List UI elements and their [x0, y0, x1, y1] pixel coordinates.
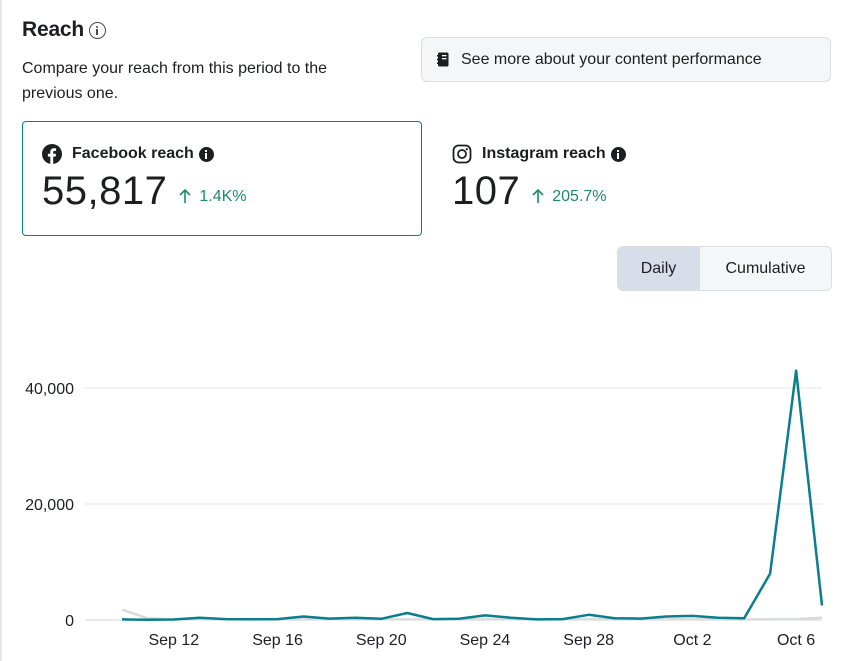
content-performance-label: See more about your content performance: [461, 50, 762, 68]
cumulative-toggle-button[interactable]: Cumulative: [700, 247, 831, 290]
instagram-reach-values: 107 205.7%: [452, 169, 607, 214]
facebook-reach-header: Facebook reach: [42, 144, 214, 164]
daily-toggle-button[interactable]: Daily: [618, 247, 700, 290]
facebook-reach-values: 55,817 1.4K%: [42, 169, 246, 214]
instagram-reach-card[interactable]: Instagram reach 107 205.7%: [432, 121, 832, 236]
instagram-reach-value: 107: [452, 169, 521, 213]
y-tick-label: 40,000: [25, 381, 74, 398]
instagram-icon: [452, 144, 472, 164]
facebook-reach-card[interactable]: Facebook reach 55,817 1.4K%: [22, 121, 422, 236]
x-tick-label: Oct 6: [777, 632, 815, 649]
section-subtitle: Compare your reach from this period to t…: [22, 60, 328, 102]
info-icon[interactable]: [610, 146, 626, 162]
x-tick-label: Sep 20: [356, 632, 407, 649]
chart-mode-toggle: Daily Cumulative: [617, 246, 832, 291]
content-performance-button[interactable]: See more about your content performance: [421, 37, 831, 82]
instagram-reach-header: Instagram reach: [452, 144, 626, 164]
instagram-reach-change-value: 205.7%: [552, 187, 607, 205]
x-tick-label: Sep 24: [460, 632, 511, 649]
series-line-current: [121, 369, 824, 621]
facebook-reach-value: 55,817: [42, 169, 168, 213]
facebook-reach-label: Facebook reach: [72, 145, 194, 162]
arrow-up-icon: [179, 189, 191, 203]
instagram-reach-change: 205.7%: [532, 187, 607, 206]
y-tick-label: 0: [65, 613, 74, 630]
info-icon[interactable]: [89, 21, 107, 39]
x-tick-label: Sep 16: [252, 632, 303, 649]
chart-series: [121, 369, 824, 621]
facebook-reach-change-value: 1.4K%: [199, 187, 247, 205]
x-axis-labels: Sep 12 Sep 16 Sep 20 Sep 24 Sep 28 Oct 2 Oct 6: [148, 632, 815, 649]
facebook-reach-change: 1.4K%: [179, 188, 246, 206]
chart-gridlines: [85, 387, 822, 621]
x-tick-label: Oct 2: [673, 632, 711, 649]
arrow-up-icon: [532, 189, 544, 203]
x-tick-label: Sep 28: [563, 632, 614, 649]
instagram-reach-label: Instagram reach: [482, 145, 606, 162]
y-axis-labels: 0 20,000 40,000: [25, 381, 74, 630]
section-header: Reach: [22, 18, 107, 42]
notebook-icon: [437, 52, 449, 67]
page-title: Reach: [22, 18, 85, 41]
y-tick-label: 20,000: [25, 497, 74, 514]
facebook-icon: [42, 144, 62, 164]
left-edge-divider: [0, 0, 2, 661]
x-tick-label: Sep 12: [148, 632, 199, 649]
info-icon[interactable]: [198, 146, 214, 162]
